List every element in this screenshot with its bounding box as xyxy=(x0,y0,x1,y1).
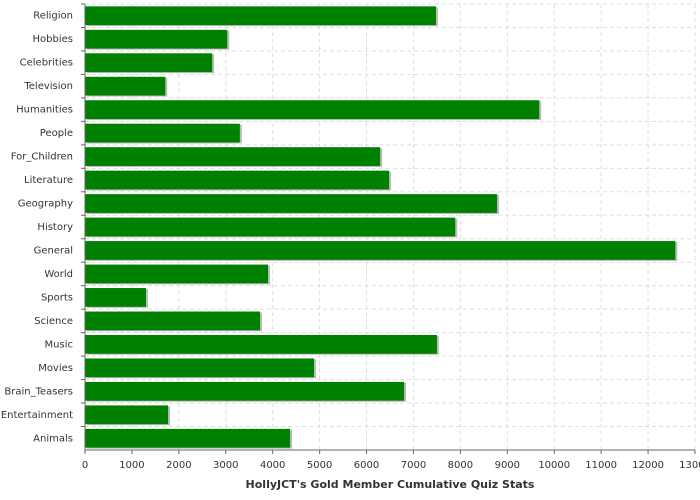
bar xyxy=(85,123,240,143)
x-tick-label: 10000 xyxy=(538,460,570,471)
bar xyxy=(85,76,166,96)
y-tick-label: Religion xyxy=(33,11,73,22)
y-tick-label: Hobbies xyxy=(33,34,73,45)
bar xyxy=(85,147,381,166)
bar xyxy=(85,428,291,448)
x-tick-label: 4000 xyxy=(260,460,285,471)
x-tick-label: 12000 xyxy=(632,460,664,471)
x-tick-label: 1000 xyxy=(119,460,144,471)
bar xyxy=(85,29,228,49)
y-tick-label: For_Children xyxy=(11,152,73,163)
y-tick-label: World xyxy=(44,269,73,280)
y-tick-label: Sports xyxy=(41,292,73,303)
bar xyxy=(85,194,497,213)
y-tick-label: Literature xyxy=(24,175,73,186)
bar xyxy=(85,53,213,73)
y-tick-label: Movies xyxy=(38,363,73,374)
bar xyxy=(85,6,436,26)
x-tick-label: 2000 xyxy=(166,460,191,471)
bar xyxy=(85,100,540,120)
y-tick-label: Humanities xyxy=(16,105,73,116)
x-tick-label: 7000 xyxy=(401,460,426,471)
x-tick-label: 6000 xyxy=(354,460,379,471)
y-tick-label: Celebrities xyxy=(20,58,73,69)
y-tick-label: Animals xyxy=(33,433,73,444)
x-tick-label: 13000 xyxy=(679,460,700,471)
bar xyxy=(85,217,456,237)
bar xyxy=(85,334,437,354)
y-tick-label: Science xyxy=(34,316,73,327)
y-tick-label: General xyxy=(34,245,73,256)
bar xyxy=(85,170,390,190)
y-tick-label: Music xyxy=(45,339,73,350)
x-axis-title: HollyJCT's Gold Member Cumulative Quiz S… xyxy=(246,478,535,491)
y-tick-label: Television xyxy=(23,81,73,92)
bar xyxy=(85,288,146,307)
x-tick-label: 8000 xyxy=(448,460,473,471)
bar xyxy=(85,381,405,401)
bar xyxy=(85,405,169,425)
bar xyxy=(85,241,676,260)
bar xyxy=(85,311,261,331)
x-tick-label: 9000 xyxy=(495,460,520,471)
y-tick-label: Brain_Teasers xyxy=(4,386,73,397)
y-tick-label: People xyxy=(40,128,73,139)
y-tick-label: Entertainment xyxy=(1,410,73,421)
x-tick-label: 3000 xyxy=(213,460,238,471)
x-tick-label: 0 xyxy=(82,460,88,471)
y-tick-label: Geography xyxy=(18,199,73,210)
x-tick-label: 11000 xyxy=(585,460,617,471)
bar xyxy=(85,264,268,284)
y-tick-label: History xyxy=(37,222,73,233)
x-tick-label: 5000 xyxy=(307,460,332,471)
bar xyxy=(85,358,314,378)
